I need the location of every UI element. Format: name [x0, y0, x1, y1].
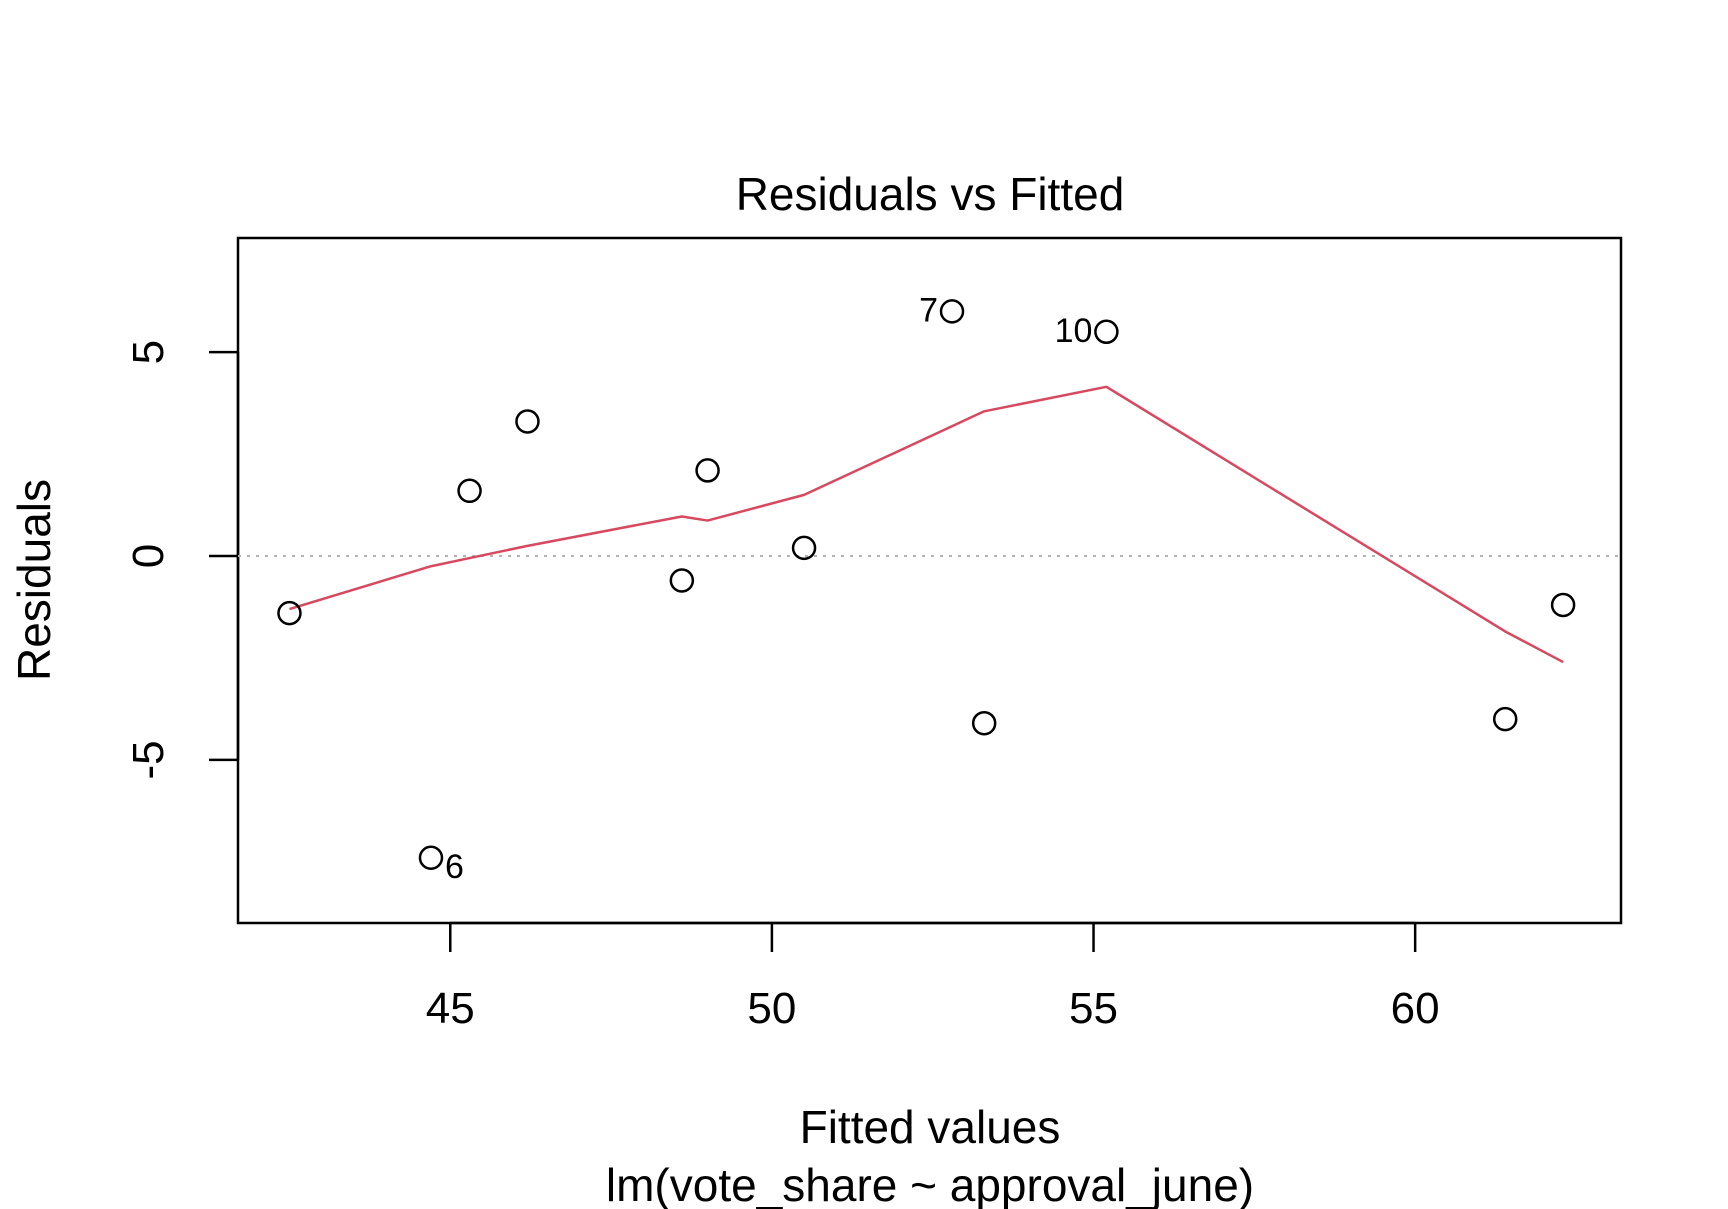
y-tick-label-0: 0 [124, 544, 173, 568]
x-tick-label-45: 45 [426, 984, 475, 1033]
y-tick-label--5: -5 [124, 740, 173, 779]
data-point-8 [939, 299, 965, 324]
y-axis: -5 0 5 [124, 340, 240, 779]
x-axis: 45 50 55 60 [426, 921, 1440, 1033]
x-tick-label-60: 60 [1391, 984, 1440, 1033]
data-point-12 [1550, 592, 1576, 618]
data-point-6 [695, 458, 720, 483]
point-label-6: 6 [445, 848, 464, 886]
x-axis-sublabel: lm(vote_share ~ approval_june) [606, 1159, 1254, 1209]
data-point-2 [418, 845, 444, 871]
data-point-5 [669, 568, 695, 593]
data-point-4 [515, 409, 540, 434]
data-points: 6 7 10 [277, 291, 1576, 886]
smoother-polyline [289, 385, 1564, 664]
x-tick-label-55: 55 [1069, 984, 1118, 1033]
y-axis-label: Residuals [8, 479, 60, 681]
data-point-1 [277, 600, 302, 626]
data-point-3 [457, 478, 482, 504]
data-point-10 [1094, 319, 1119, 345]
chart-title: Residuals vs Fitted [736, 168, 1125, 220]
data-point-11 [1492, 706, 1518, 732]
point-label-10: 10 [1055, 312, 1093, 350]
x-axis-label: Fitted values [800, 1101, 1061, 1153]
x-tick-label-50: 50 [747, 984, 796, 1033]
data-point-7 [791, 535, 817, 561]
y-tick-label-5: 5 [124, 340, 173, 364]
smoother-line [289, 385, 1564, 664]
data-point-9 [971, 710, 997, 736]
plot-frame [236, 236, 1623, 925]
point-label-7: 7 [919, 291, 938, 329]
